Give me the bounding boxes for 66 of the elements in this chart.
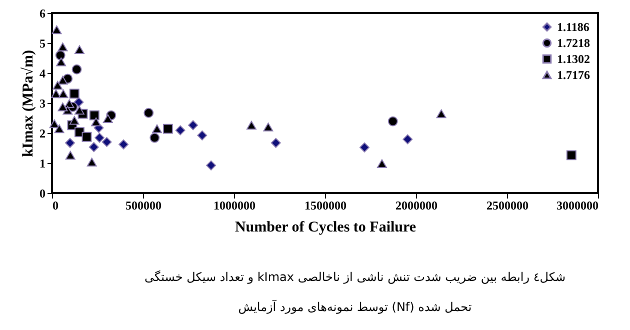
y-tick-label: 3 — [40, 96, 46, 110]
legend-label: 1.1302 — [557, 52, 590, 66]
x-tick-label: 1000000 — [214, 198, 256, 212]
point — [144, 108, 154, 118]
point — [88, 142, 99, 152]
x-tick-label: 0 — [52, 198, 58, 212]
text: تحمل شده (Nf) توسط نمونه‌های مورد آزمایش — [238, 299, 472, 314]
point — [175, 125, 186, 136]
point — [82, 132, 92, 142]
point — [69, 116, 80, 125]
point — [58, 76, 68, 85]
point — [52, 80, 63, 90]
y-tick-label: 4 — [40, 66, 46, 80]
point — [94, 132, 104, 143]
text: شکل٤ رابطه بین ضریب شدت تنش ناشی از ناخالصی kImax و تعداد سیکل خستگی — [144, 270, 566, 284]
point — [89, 110, 100, 120]
y-tick-label: 6 — [40, 6, 46, 20]
point — [56, 58, 66, 66]
x-tick-label: 1500000 — [304, 198, 346, 212]
point — [58, 89, 68, 98]
point — [270, 138, 281, 148]
point — [162, 124, 173, 134]
point — [58, 42, 68, 52]
x-tick-label: 2500000 — [486, 198, 528, 212]
point — [52, 25, 62, 34]
x-axis-title: Number of Cycles to Failure — [234, 220, 416, 236]
point — [150, 132, 160, 143]
point — [152, 124, 162, 134]
point — [65, 138, 75, 148]
point — [86, 158, 97, 166]
point — [188, 120, 198, 130]
point — [436, 109, 446, 118]
point — [197, 130, 208, 140]
point — [263, 122, 274, 132]
x-tick-label: 3000000 — [556, 198, 598, 212]
point — [74, 106, 84, 115]
point — [402, 134, 413, 144]
point — [388, 116, 398, 126]
legend-label: 1.1186 — [557, 20, 590, 34]
x-tick-label: 500000 — [126, 198, 162, 212]
point — [58, 102, 68, 112]
point — [360, 142, 370, 152]
y-tick-label: 1 — [40, 156, 46, 170]
point — [72, 64, 82, 74]
point — [102, 114, 113, 123]
x-tick-label: 2000000 — [396, 198, 438, 212]
point — [91, 118, 102, 126]
y-tick-label: 2 — [40, 126, 46, 140]
point — [376, 159, 387, 168]
point — [246, 120, 256, 130]
point — [118, 139, 128, 150]
y-tick-label: 0 — [40, 186, 46, 200]
point — [206, 160, 216, 170]
point — [74, 45, 84, 54]
y-axis-title: kImax (MPa√m) — [20, 50, 36, 157]
legend-label: 1.7176 — [557, 68, 590, 82]
point — [566, 150, 576, 160]
point — [54, 124, 64, 134]
point — [49, 119, 60, 128]
point — [65, 150, 76, 160]
y-tick-label: 5 — [40, 36, 46, 50]
point — [64, 99, 74, 108]
legend-label: 1.7218 — [557, 36, 590, 50]
point — [51, 89, 61, 98]
point — [102, 137, 112, 147]
point — [69, 88, 80, 99]
